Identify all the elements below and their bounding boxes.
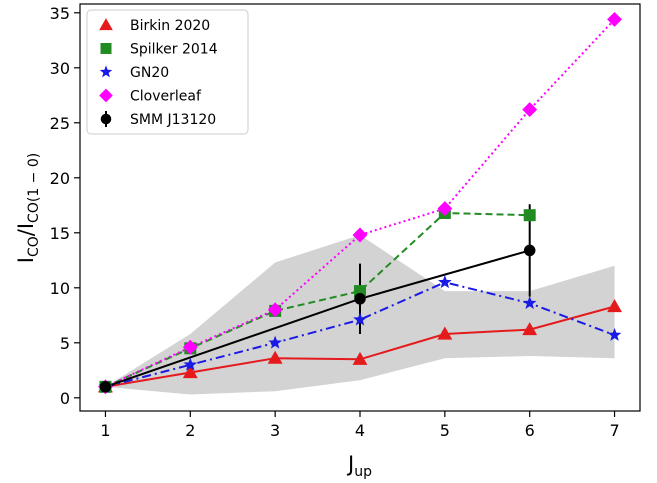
legend-marker-smm-j13120 <box>100 113 112 125</box>
data-point-cloverleaf <box>182 339 198 355</box>
legend-marker-spilker-2014 <box>100 43 112 54</box>
data-point-smm-j13120 <box>99 381 112 393</box>
data-point-cloverleaf <box>607 11 622 27</box>
data-point-smm-j13120 <box>354 293 366 305</box>
legend-label-spilker-2014: Spilker 2014 <box>130 42 218 58</box>
data-point-gn20 <box>522 296 537 310</box>
data-point-gn20 <box>438 275 452 289</box>
data-point-birkin-2020 <box>267 350 283 364</box>
x-tick-label: 6 <box>525 421 535 440</box>
data-point-birkin-2020 <box>437 326 453 340</box>
marker-layer <box>98 11 622 395</box>
y-tick-label: 0 <box>60 389 70 408</box>
data-point-cloverleaf <box>522 102 538 118</box>
data-point-cloverleaf <box>437 201 453 217</box>
x-axis-label: Jup <box>346 452 372 480</box>
y-tick-label: 15 <box>50 224 70 243</box>
axis-layer: 1 2 3 4 5 6 7 0 5 10 15 20 25 30 35 <box>50 4 620 440</box>
x-tick-label: 4 <box>355 421 365 440</box>
legend-item-cloverleaf: Cloverleaf <box>99 89 202 105</box>
legend-marker-cloverleaf <box>99 88 113 103</box>
legend-label-cloverleaf: Cloverleaf <box>130 89 202 105</box>
legend-label-birkin-2020: Birkin 2020 <box>130 18 210 34</box>
legend-box <box>86 9 249 135</box>
y-tick-label: 20 <box>50 169 70 188</box>
data-point-birkin-2020 <box>182 365 198 379</box>
y-tick-label: 35 <box>50 4 70 23</box>
legend-marker-birkin-2020 <box>99 18 113 31</box>
data-point-gn20 <box>268 335 282 349</box>
x-tick-label: 3 <box>270 421 280 440</box>
data-point-gn20 <box>353 312 367 326</box>
data-point-cloverleaf <box>267 302 283 318</box>
y-tick-label: 5 <box>60 334 70 353</box>
data-point-birkin-2020 <box>522 322 538 336</box>
legend: Birkin 2020 Spilker 2014 GN20 Cloverleaf SMM… <box>86 9 249 135</box>
y-tick-label: 10 <box>50 279 70 298</box>
y-axis-label: ICO/ICO(1 − 0) <box>14 153 42 263</box>
x-tick-label: 5 <box>440 421 450 440</box>
legend-item-spilker-2014: Spilker 2014 <box>100 42 218 58</box>
legend-label-smm-j13120: SMM J13120 <box>130 112 216 128</box>
data-point-gn20 <box>183 357 198 371</box>
data-point-cloverleaf <box>352 227 368 243</box>
x-tick-label: 1 <box>100 421 110 440</box>
y-tick-label: 25 <box>50 114 70 133</box>
data-point-gn20 <box>607 327 622 341</box>
legend-item-gn20: GN20 <box>99 65 169 81</box>
legend-marker-gn20 <box>99 65 113 78</box>
legend-item-birkin-2020: Birkin 2020 <box>99 18 210 34</box>
legend-label-gn20: GN20 <box>130 65 169 81</box>
data-point-birkin-2020 <box>352 351 368 365</box>
data-point-spilker-2014 <box>523 209 536 222</box>
x-tick-label: 2 <box>185 421 195 440</box>
series-line-spilker-2014 <box>105 211 530 388</box>
data-point-birkin-2020 <box>607 299 622 313</box>
legend-item-smm-j13120: SMM J13120 <box>100 111 216 128</box>
data-point-smm-j13120 <box>523 244 536 257</box>
y-tick-label: 30 <box>50 59 70 78</box>
x-tick-label: 7 <box>609 421 619 440</box>
